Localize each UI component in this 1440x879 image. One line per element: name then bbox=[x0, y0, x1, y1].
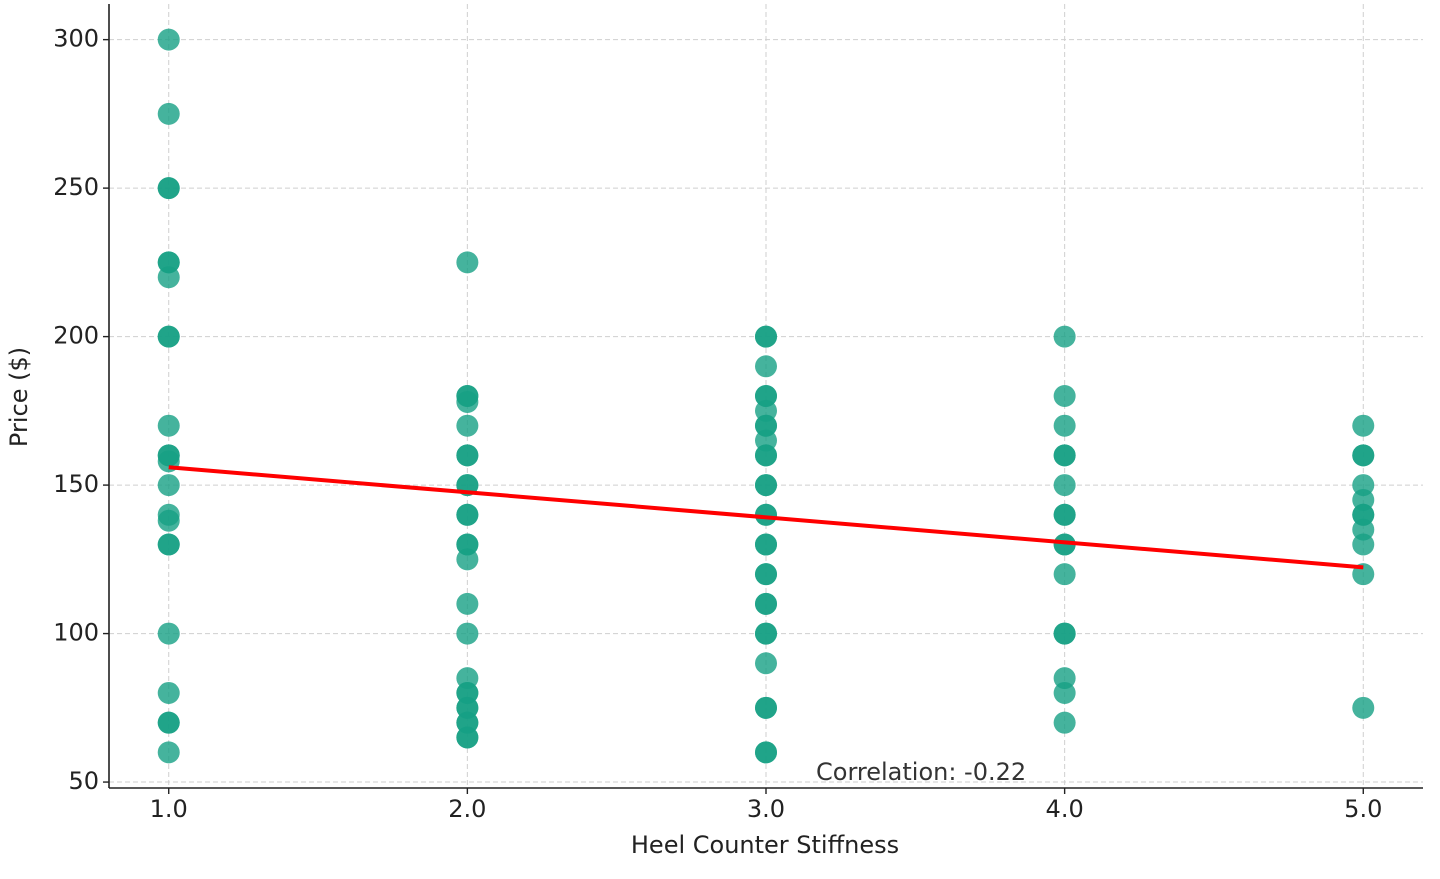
point bbox=[157, 28, 180, 51]
point bbox=[157, 325, 180, 348]
point bbox=[1352, 533, 1375, 556]
point bbox=[1053, 503, 1076, 526]
point bbox=[1053, 563, 1076, 586]
point bbox=[1053, 385, 1076, 407]
point bbox=[755, 325, 777, 348]
point bbox=[456, 592, 479, 615]
point bbox=[157, 711, 180, 734]
y-tick-label: 300 bbox=[53, 25, 99, 53]
x-tick-label: 4.0 bbox=[1046, 795, 1084, 823]
point bbox=[755, 503, 777, 526]
trend-line bbox=[168, 465, 1364, 570]
point bbox=[755, 622, 777, 645]
point bbox=[157, 741, 180, 764]
point bbox=[456, 251, 479, 274]
point bbox=[755, 444, 777, 467]
point bbox=[1352, 414, 1375, 437]
point bbox=[157, 266, 180, 289]
point bbox=[1053, 444, 1076, 467]
annotation: Correlation: -0.22 bbox=[816, 758, 1026, 786]
x-tick-label: 2.0 bbox=[448, 795, 486, 823]
point bbox=[1053, 533, 1076, 556]
x-tick-label: 1.0 bbox=[150, 795, 188, 823]
y-tick-label: 250 bbox=[53, 173, 99, 201]
point bbox=[157, 509, 180, 532]
y-tick-label: 100 bbox=[53, 619, 99, 647]
point bbox=[1053, 325, 1076, 348]
point bbox=[157, 681, 180, 704]
point bbox=[1053, 681, 1076, 704]
y-tick-label: 200 bbox=[53, 322, 99, 350]
x-tick-label: 5.0 bbox=[1344, 795, 1382, 823]
point bbox=[456, 414, 479, 437]
point bbox=[157, 474, 180, 497]
y-tick-label: 50 bbox=[68, 767, 99, 795]
point bbox=[755, 741, 777, 764]
point bbox=[1053, 474, 1076, 497]
point bbox=[1053, 622, 1076, 645]
point bbox=[456, 622, 479, 645]
point bbox=[157, 622, 180, 645]
point bbox=[755, 533, 777, 556]
y-axis-label: Price ($) bbox=[5, 347, 33, 447]
y-tick-label: 150 bbox=[53, 470, 99, 498]
point bbox=[157, 414, 180, 437]
point bbox=[1053, 414, 1076, 437]
point bbox=[755, 592, 777, 615]
point bbox=[157, 533, 180, 556]
x-tick-label: 3.0 bbox=[747, 795, 785, 823]
point bbox=[755, 563, 777, 586]
x-axis-label: Heel Counter Stiffness bbox=[631, 831, 899, 859]
point bbox=[157, 177, 180, 200]
point bbox=[456, 503, 479, 526]
point bbox=[456, 548, 479, 571]
point bbox=[456, 390, 479, 413]
point bbox=[1352, 696, 1375, 719]
point bbox=[755, 474, 777, 497]
point bbox=[456, 444, 479, 467]
point bbox=[1352, 444, 1375, 467]
point bbox=[755, 696, 777, 719]
point bbox=[157, 102, 180, 125]
point bbox=[1053, 711, 1076, 734]
point bbox=[755, 652, 777, 675]
point bbox=[755, 355, 777, 378]
point bbox=[456, 726, 479, 749]
